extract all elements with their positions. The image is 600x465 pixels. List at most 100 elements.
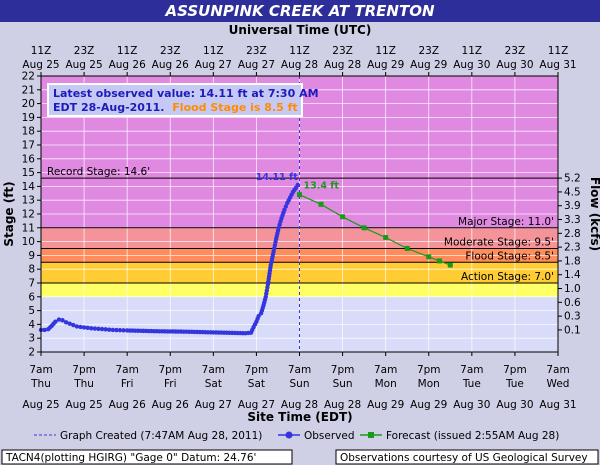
top-tick-date: Aug 31 — [539, 59, 576, 71]
y-tick-label: 16 — [22, 153, 36, 165]
flow-tick-label: 5.2 — [564, 173, 581, 185]
observed-point — [99, 326, 105, 332]
x-tick-time: 7am — [546, 364, 569, 376]
y-tick-label: 9 — [28, 250, 35, 262]
forecast-point — [318, 201, 324, 207]
legend-forecast: Forecast (issued 2:55AM Aug 28) — [386, 430, 559, 442]
top-tick-time: 23Z — [332, 45, 353, 57]
y-tick-label: 8 — [28, 264, 35, 276]
observed-point — [92, 326, 98, 331]
observed-point — [74, 324, 80, 329]
observed-point — [42, 327, 47, 333]
x-tick-time: 7am — [460, 364, 483, 376]
x-tick-date: Aug 25 — [65, 399, 102, 411]
y-tick-label: 4 — [28, 319, 35, 331]
x-tick-day: Sat — [205, 378, 222, 390]
observed-point — [60, 318, 65, 323]
top-tick-date: Aug 29 — [410, 59, 447, 71]
forecast-point — [383, 234, 389, 240]
observed-point — [282, 207, 287, 213]
stage-label: Flood Stage: 8.5' — [465, 250, 554, 262]
flow-tick-label: 0.3 — [564, 311, 581, 323]
top-tick-date: Aug 27 — [238, 59, 275, 71]
y-tick-label: 5 — [28, 305, 35, 317]
observed-point — [63, 320, 69, 325]
info-line-2: EDT 28-Aug-2011. Flood Stage is 8.5 ft — [53, 101, 298, 114]
observed-point — [110, 327, 116, 333]
top-tick-date: Aug 30 — [453, 59, 490, 71]
top-tick-time: 11Z — [289, 45, 310, 57]
flow-tick-label: 2.8 — [564, 228, 581, 240]
legend: Graph Created (7:47AM Aug 28, 2011) Obse… — [34, 430, 559, 442]
top-tick-time: 23Z — [418, 45, 439, 57]
stage-label: Moderate Stage: 9.5' — [444, 237, 554, 249]
top-tick-time: 23Z — [505, 45, 526, 57]
forecast-point — [426, 254, 432, 260]
flow-tick-label: 4.5 — [564, 186, 581, 198]
observed-point — [81, 325, 87, 330]
top-tick-date: Aug 25 — [65, 59, 102, 71]
flow-tick-label: 1.4 — [564, 269, 581, 281]
forecast-point — [340, 214, 346, 220]
flow-tick-label: 3.3 — [564, 214, 581, 226]
y-tick-label: 13 — [22, 195, 35, 207]
y-axis-label: Stage (ft) — [2, 181, 16, 246]
x-tick-date: Aug 26 — [109, 399, 147, 411]
stage-label: Record Stage: 14.6' — [47, 166, 150, 178]
x-tick-time: 7pm — [331, 364, 355, 376]
flow-axis-label: Flow (kcfs) — [588, 177, 600, 251]
flow-tick-label: 0.1 — [564, 324, 581, 336]
courtesy-box — [335, 449, 599, 465]
observed-point — [53, 319, 58, 324]
observed-point — [56, 317, 62, 322]
y-tick-label: 10 — [22, 236, 35, 248]
y-tick-label: 20 — [22, 98, 35, 110]
top-tick-date: Aug 26 — [109, 59, 147, 71]
x-tick-time: 7pm — [245, 364, 269, 376]
flow-tick-label: 1.8 — [564, 255, 581, 267]
chart-title: ASSUNPINK CREEK AT TRENTON — [164, 2, 434, 20]
forecast-point — [297, 192, 302, 198]
top-tick-date: Aug 30 — [496, 59, 533, 71]
observed-point — [71, 322, 76, 328]
x-tick-time: 7am — [29, 364, 52, 376]
y-tick-label: 21 — [22, 84, 35, 96]
stage-label: Major Stage: 11.0' — [458, 216, 554, 228]
flow-tick-label: 2.3 — [564, 242, 581, 254]
flow-tick-label: 1.0 — [564, 283, 581, 295]
station-box — [1, 449, 293, 465]
top-tick-date: Aug 25 — [22, 59, 59, 71]
y-tick-label: 22 — [22, 71, 35, 83]
x-tick-date: Aug 31 — [539, 399, 576, 411]
top-tick-time: 11Z — [375, 45, 396, 57]
x-tick-date: Aug 28 — [281, 399, 318, 411]
top-tick-date: Aug 26 — [152, 59, 190, 71]
x-tick-day: Mon — [375, 378, 397, 390]
top-tick-date: Aug 29 — [367, 59, 404, 71]
x-tick-day: Sat — [248, 378, 265, 390]
y-tick-label: 18 — [22, 126, 35, 138]
x-tick-date: Aug 27 — [238, 399, 275, 411]
observed-point — [283, 204, 289, 209]
top-tick-time: 11Z — [31, 45, 52, 57]
x-tick-day: Mon — [418, 378, 440, 390]
top-tick-time: 23Z — [74, 45, 95, 57]
top-tick-time: 11Z — [117, 45, 138, 57]
x-tick-day: Thu — [73, 378, 94, 390]
observed-point — [96, 326, 101, 332]
x-tick-time: 7am — [202, 364, 225, 376]
x-tick-time: 7am — [374, 364, 397, 376]
info-line-2-flood: Flood Stage is 8.5 ft — [172, 101, 297, 114]
station-info: TACN4(plotting HGIRG) "Gage 0" Datum: 24… — [5, 452, 256, 464]
x-tick-date: Aug 30 — [496, 399, 533, 411]
forecast-point — [361, 225, 367, 231]
info-line-2-prefix: EDT 28-Aug-2011. — [53, 101, 164, 114]
title-bar — [0, 0, 600, 22]
observed-point — [85, 325, 90, 331]
observed-point — [107, 327, 112, 332]
y-tick-label: 19 — [22, 112, 35, 124]
observed-peak-label: 14.11 ft — [256, 172, 298, 183]
x-tick-day: Sun — [333, 378, 353, 390]
legend-observed: Observed — [304, 430, 355, 442]
